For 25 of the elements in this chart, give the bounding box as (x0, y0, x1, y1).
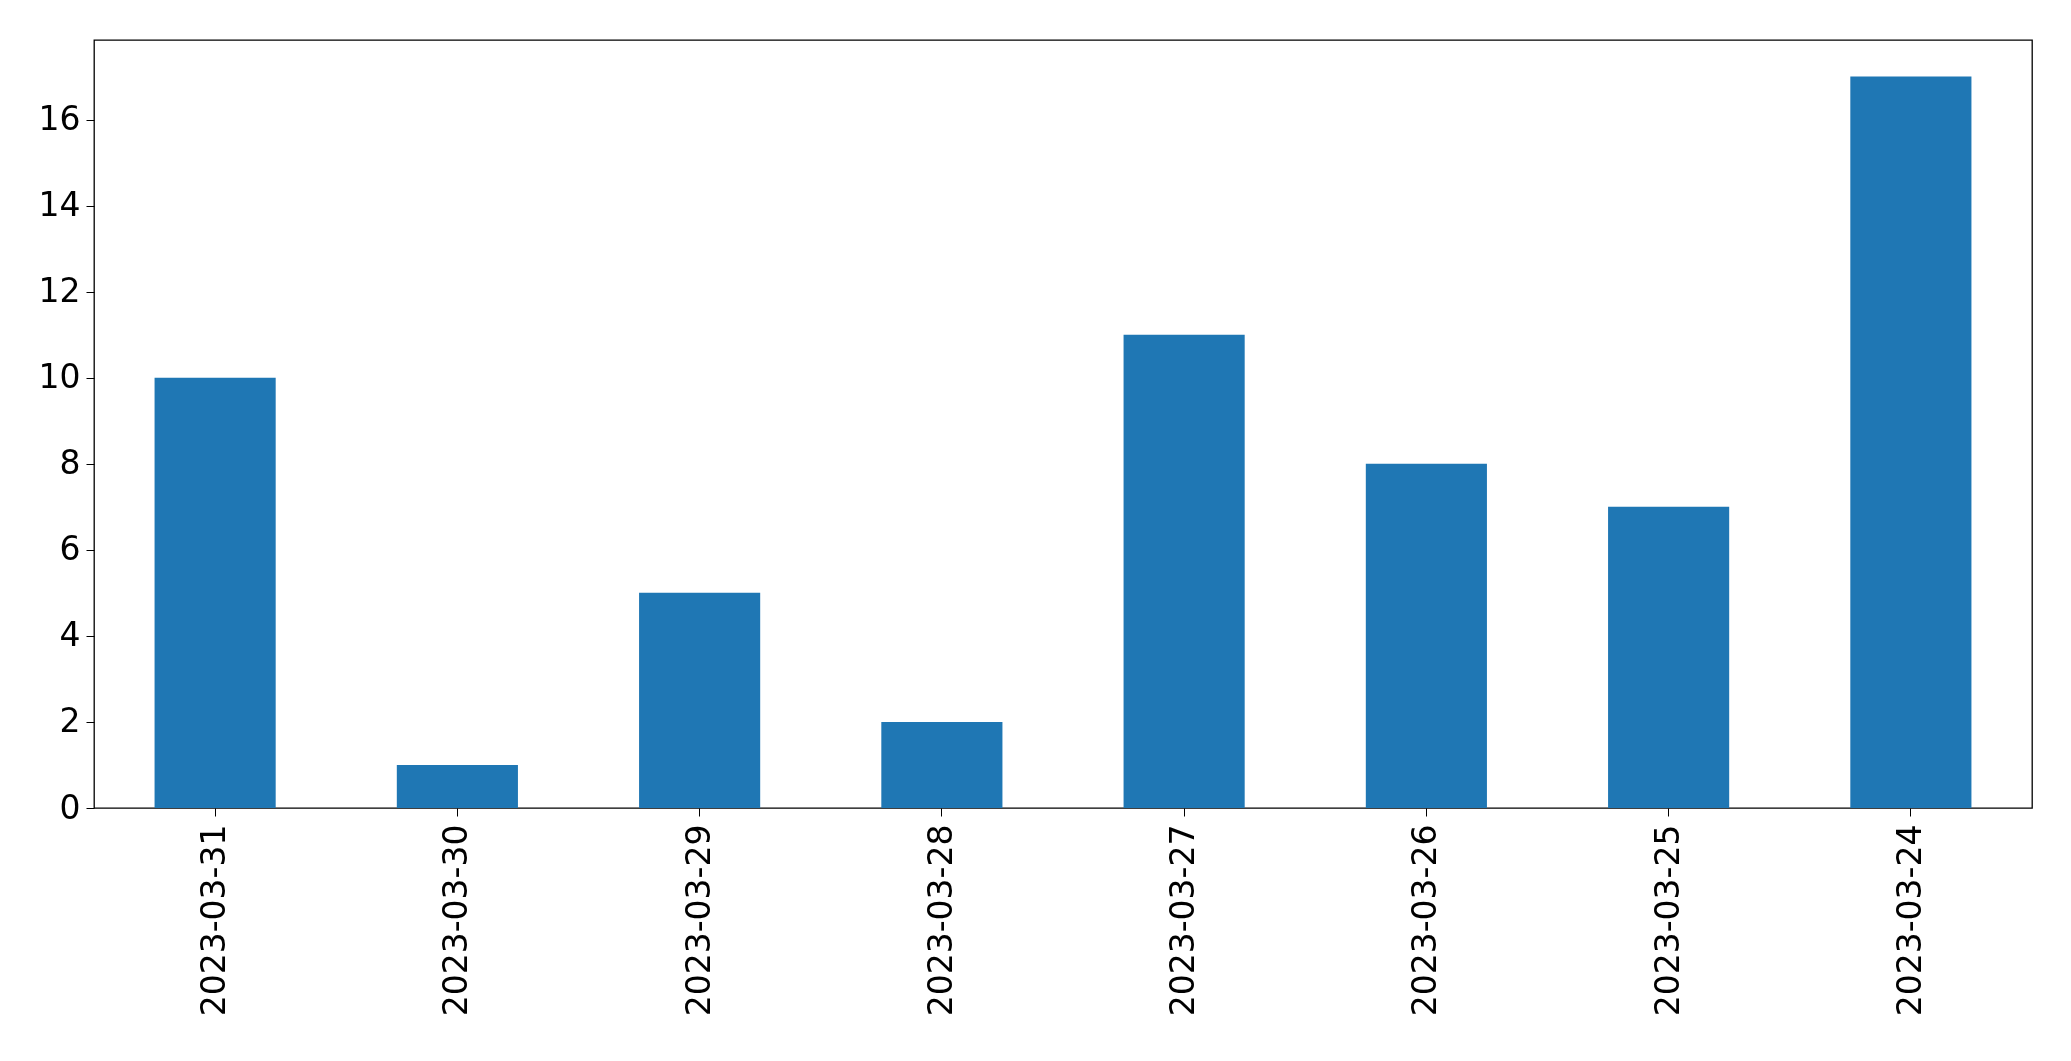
y-tick-label: 16 (38, 99, 81, 139)
bar (639, 592, 761, 808)
bar (1608, 506, 1730, 808)
y-tick-label: 12 (38, 271, 81, 311)
x-tick-label: 2023-03-31 (194, 824, 234, 1017)
y-tick-label: 2 (59, 701, 81, 741)
y-tick-label: 10 (38, 357, 81, 397)
bar (1850, 76, 1972, 808)
y-tick-label: 4 (59, 615, 81, 655)
bar (154, 377, 276, 808)
bar (1123, 334, 1245, 808)
bar (1365, 463, 1487, 808)
x-tick-label: 2023-03-28 (920, 824, 960, 1017)
x-tick-label: 2023-03-25 (1647, 824, 1687, 1017)
y-tick-label: 6 (59, 529, 81, 569)
y-tick-label: 8 (59, 443, 81, 483)
bar (396, 764, 518, 808)
x-tick-label: 2023-03-27 (1163, 824, 1203, 1017)
y-tick-label: 14 (38, 185, 81, 225)
x-tick-label: 2023-03-26 (1405, 824, 1445, 1017)
y-tick-label: 0 (59, 787, 81, 827)
x-tick-label: 2023-03-29 (678, 824, 718, 1017)
bar (881, 721, 1003, 808)
x-tick-label: 2023-03-30 (436, 824, 476, 1017)
x-tick-label: 2023-03-24 (1889, 824, 1929, 1017)
